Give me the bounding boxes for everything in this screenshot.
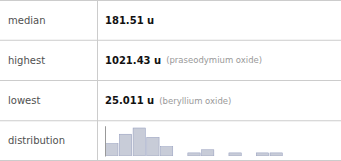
bar	[147, 137, 159, 156]
row-line	[0, 80, 341, 81]
row-label: median	[8, 15, 46, 26]
row-note: (praseodymium oxide)	[166, 55, 262, 65]
row-line	[0, 120, 341, 121]
bar	[229, 153, 241, 156]
bar	[174, 156, 186, 157]
bar	[133, 128, 145, 156]
bar	[243, 156, 255, 157]
y-axis-line	[105, 126, 106, 156]
bar	[106, 144, 118, 156]
table-texts: median 181.51 u highest 1021.43 u (praseodym…	[8, 15, 262, 147]
row-label: distribution	[8, 135, 65, 146]
row-label: highest	[8, 55, 45, 66]
bar	[160, 147, 172, 156]
row-value: 1021.43 u	[105, 55, 161, 66]
bar	[270, 153, 282, 156]
row-line	[0, 40, 341, 41]
chart: median 181.51 u highest 1021.43 u (praseodym…	[0, 0, 341, 161]
row-value: 25.011 u	[105, 95, 154, 106]
row-line	[0, 160, 341, 161]
bar	[119, 134, 131, 156]
bar	[256, 153, 268, 156]
row-line	[0, 0, 341, 1]
bar	[188, 153, 200, 156]
y-axis	[105, 126, 106, 156]
bar	[202, 150, 214, 156]
column-line	[97, 0, 98, 161]
row-note: (beryllium oxide)	[159, 96, 231, 106]
bar	[215, 156, 227, 157]
bars	[106, 128, 283, 156]
row-label: lowest	[8, 95, 40, 106]
row-value: 181.51 u	[105, 15, 154, 26]
table-lines	[0, 0, 341, 161]
